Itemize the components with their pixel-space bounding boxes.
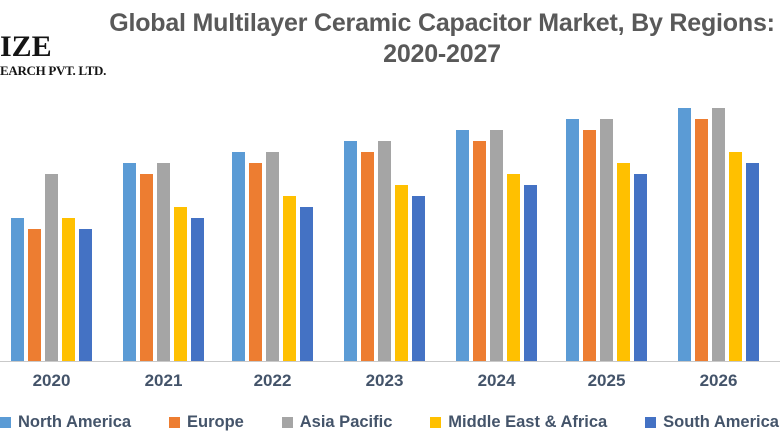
- publisher-logo-text-bottom: EARCH PVT. LTD.: [0, 63, 107, 78]
- bar-south-america-2025: [634, 174, 647, 361]
- bar-asia-pacific-2026: [712, 108, 725, 361]
- bar-middle-east-africa-2026: [729, 152, 742, 361]
- bar-south-america-2021: [191, 218, 204, 361]
- bar-middle-east-africa-2022: [283, 196, 296, 361]
- bar-south-america-2020: [79, 229, 92, 361]
- bar-europe-2021: [140, 174, 153, 361]
- bar-asia-pacific-2021: [157, 163, 170, 361]
- bar-middle-east-africa-2023: [395, 185, 408, 361]
- bar-europe-2020: [28, 229, 41, 361]
- bar-south-america-2022: [300, 207, 313, 361]
- bar-asia-pacific-2024: [490, 130, 503, 361]
- legend-item-north-america: North America: [0, 413, 131, 432]
- bar-europe-2022: [249, 163, 262, 361]
- legend-swatch-icon: [430, 417, 442, 428]
- bar-europe-2023: [361, 152, 374, 361]
- publisher-logo: IZE EARCH PVT. LTD.: [0, 30, 107, 78]
- bar-group-2026: [678, 92, 759, 361]
- bar-group-2025: [566, 92, 647, 361]
- x-axis-label-2024: 2024: [477, 371, 516, 390]
- bar-europe-2024: [473, 141, 486, 361]
- bar-north-america-2025: [566, 119, 579, 361]
- bar-north-america-2026: [678, 108, 691, 361]
- x-axis-label-2026: 2026: [699, 371, 738, 390]
- bar-asia-pacific-2025: [600, 119, 613, 361]
- legend-label: Asia Pacific: [299, 413, 393, 431]
- bar-south-america-2024: [524, 185, 537, 361]
- legend-label: South America: [663, 413, 779, 431]
- bar-asia-pacific-2023: [378, 141, 391, 361]
- bar-north-america-2024: [456, 130, 469, 361]
- chart-title-line-1: Global Multilayer Ceramic Capacitor Mark…: [109, 9, 775, 37]
- bar-asia-pacific-2020: [45, 174, 58, 361]
- x-axis-label-2021: 2021: [144, 371, 183, 390]
- chart-title-line-2: 2020-2027: [383, 39, 501, 68]
- legend-swatch-icon: [169, 417, 180, 428]
- legend-label: North America: [18, 413, 132, 431]
- publisher-logo-text-top: IZE: [0, 30, 52, 63]
- legend-item-europe: Europe: [169, 413, 244, 432]
- bar-middle-east-africa-2024: [507, 174, 520, 361]
- legend-item-asia-pacific: Asia Pacific: [281, 413, 393, 432]
- bar-south-america-2026: [746, 163, 759, 361]
- bar-group-2022: [232, 92, 313, 361]
- x-axis-label-2025: 2025: [587, 371, 626, 390]
- x-axis-label-2022: 2022: [253, 371, 292, 390]
- bar-middle-east-africa-2020: [62, 218, 75, 361]
- x-axis-label-2020: 2020: [32, 371, 71, 390]
- bar-group-2020: [11, 92, 92, 361]
- legend-item-south-america: South America: [645, 413, 779, 432]
- legend-label: Europe: [187, 413, 244, 431]
- bar-group-2021: [123, 92, 204, 361]
- bar-group-2024: [456, 92, 537, 361]
- legend: North America Europe Asia Pacific Middle Ea…: [0, 413, 779, 432]
- bar-asia-pacific-2022: [266, 152, 279, 361]
- plot-area: [0, 92, 780, 362]
- bar-middle-east-africa-2025: [617, 163, 630, 361]
- bar-north-america-2021: [123, 163, 136, 361]
- legend-swatch-icon: [645, 417, 657, 428]
- legend-item-middle-east-africa: Middle East & Africa: [430, 413, 607, 432]
- legend-swatch-icon: [281, 417, 293, 428]
- x-axis-label-2023: 2023: [365, 371, 404, 390]
- bar-middle-east-africa-2021: [174, 207, 187, 361]
- bar-group-2023: [344, 92, 425, 361]
- bar-south-america-2023: [412, 196, 425, 361]
- bar-north-america-2023: [344, 141, 357, 361]
- chart-title: Global Multilayer Ceramic Capacitor Mark…: [106, 8, 778, 69]
- legend-label: Middle East & Africa: [448, 413, 608, 431]
- bar-north-america-2022: [232, 152, 245, 361]
- bar-europe-2026: [695, 119, 708, 361]
- bar-north-america-2020: [11, 218, 24, 361]
- bar-europe-2025: [583, 130, 596, 361]
- legend-swatch-icon: [0, 417, 11, 428]
